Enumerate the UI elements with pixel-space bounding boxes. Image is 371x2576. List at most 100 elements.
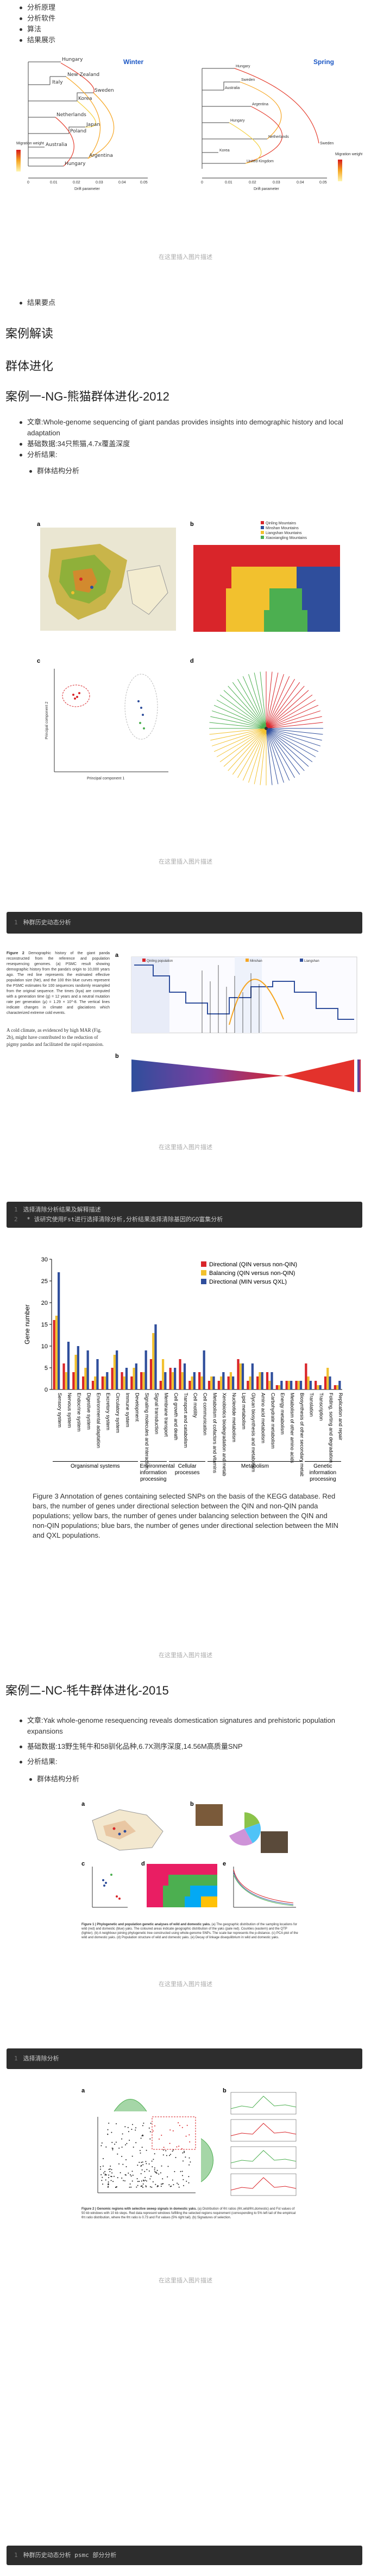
scatter-point	[101, 2142, 103, 2144]
spring-x-tick-4: 0.04	[297, 181, 304, 185]
bar	[217, 1381, 220, 1389]
scatter-point	[108, 2168, 110, 2170]
tree-root	[265, 727, 268, 730]
scatter-point	[154, 2125, 155, 2127]
bar	[247, 1381, 249, 1389]
legend-label: Directional (MIN versus QXL)	[209, 1279, 287, 1285]
tree-branch	[266, 690, 309, 729]
legend-item: Qinling Mountains	[261, 521, 307, 526]
group-divider	[304, 1461, 341, 1462]
scatter-point	[156, 2173, 158, 2174]
map-sample-dot	[71, 591, 74, 594]
bar	[241, 1363, 244, 1389]
bar	[133, 1368, 135, 1389]
scatter-point	[135, 2129, 136, 2131]
code-line: 1 种群历史动态分析	[7, 912, 362, 934]
code-block-4: 1 种群历史动态分析 psmc 部分分析	[7, 2546, 362, 2565]
bar	[101, 1376, 104, 1389]
migration-figure: Hungary Italy New Zealand Sweden Korea N…	[12, 52, 363, 193]
spring-x-ticks: 0 0.01 0.02 0.03 0.04 0.05	[201, 181, 327, 185]
winter-label-5: Netherlands	[56, 112, 86, 118]
code-text: 选择清除分析	[23, 2055, 59, 2062]
scatter-point	[163, 2147, 165, 2148]
scatter-point	[139, 2150, 141, 2152]
tree-branch	[266, 674, 284, 729]
scatter-point	[142, 2187, 143, 2188]
scatter-point	[156, 2186, 158, 2187]
category-label: Signal transduction	[154, 1393, 159, 1435]
kegg-figure-caption: Figure 3 Annotation of genes containing …	[33, 1492, 338, 1539]
legend-label: Directional (QIN versus non-QIN)	[209, 1261, 297, 1268]
tree-branch	[237, 678, 267, 729]
figure-caption: 在这里插入图片描述	[159, 254, 212, 261]
mar-plot	[131, 1059, 361, 1092]
scatter-point	[153, 2159, 154, 2160]
panel-b-label: b	[223, 2088, 227, 2094]
top-list-block: 分析原理 分析软件 算法 结果展示	[0, 2, 371, 46]
scatter-point	[190, 2161, 191, 2163]
scatter-point	[131, 2155, 133, 2157]
case2-sublist: 群体结构分析	[0, 1774, 371, 1785]
scatter-point	[149, 2138, 151, 2140]
bar	[229, 1372, 232, 1389]
code-lines: 1 选择清除分析结果及解释描述 2 * 该研究使用Fst进行选择清除分析,分析结果…	[7, 1202, 362, 1228]
scatter-point	[140, 2152, 141, 2154]
y-tick-label: 0	[45, 1387, 48, 1393]
scatter-point	[108, 2181, 109, 2183]
bar	[142, 1372, 145, 1389]
tree-branch	[260, 728, 267, 785]
scatter-point	[160, 2186, 162, 2187]
scatter-point	[146, 2186, 147, 2187]
bar	[58, 1272, 60, 1389]
winter-labels: Hungary Italy New Zealand Sweden Korea N…	[46, 57, 114, 167]
scatter-point	[169, 2155, 171, 2156]
scatter-point	[148, 2127, 150, 2129]
winter-x-tick-5: 0.05	[140, 181, 148, 185]
tree-branch	[232, 728, 267, 775]
case1-title: 案例一-NG-熊猫群体进化-2012	[5, 390, 169, 403]
structure-row	[231, 567, 297, 588]
density-top	[114, 2099, 147, 2112]
spring-label-0: Hungary	[236, 65, 250, 68]
scatter-point	[184, 2150, 185, 2152]
scatter-point	[137, 2165, 139, 2166]
scatter-point	[104, 2173, 106, 2175]
section-heading: 案例解读	[0, 326, 371, 342]
tree-branch	[213, 728, 267, 752]
bar	[121, 1372, 123, 1389]
scatter-point	[115, 2141, 117, 2143]
scatter-point	[114, 2143, 116, 2145]
scatter-point	[141, 2147, 143, 2148]
map-inset	[127, 565, 168, 615]
scatter-point	[111, 2172, 113, 2174]
code-text: 种群历史动态分析 psmc 部分分析	[23, 2552, 117, 2559]
tree-branch	[266, 728, 319, 752]
scatter-point	[186, 2124, 188, 2126]
tree-wedge	[229, 1829, 253, 1846]
scatter-point	[120, 2172, 121, 2173]
winter-label-8: Australia	[46, 142, 67, 148]
tree-branch	[219, 728, 267, 763]
scatter-point	[140, 2165, 142, 2167]
tree-branch	[266, 682, 300, 729]
scatter-point	[189, 2141, 191, 2143]
winter-label-1: Italy	[52, 80, 63, 85]
results-list: 结果要点	[0, 297, 371, 308]
sweep-tracks	[230, 2092, 297, 2196]
figure-caption: 在这里插入图片描述	[159, 1144, 212, 1151]
tree-branch	[266, 694, 313, 729]
winter-legend-title: Migration weight	[16, 142, 44, 145]
scatter-point	[171, 2185, 172, 2187]
yak-map	[92, 1809, 164, 1851]
winter-label-7: Poland	[70, 129, 86, 134]
category-label: Nucleotide metabolism	[231, 1393, 237, 1442]
scatter-point	[100, 2174, 102, 2175]
scatter-point	[105, 2146, 107, 2148]
bar	[207, 1381, 211, 1389]
scatter-point	[159, 2139, 160, 2140]
line-number: 1	[14, 2055, 18, 2062]
figure-caption: 在这里插入图片描述	[159, 1652, 212, 1659]
line-number: 1	[14, 919, 18, 926]
bar	[309, 1381, 312, 1389]
scatter-point	[169, 2129, 171, 2131]
